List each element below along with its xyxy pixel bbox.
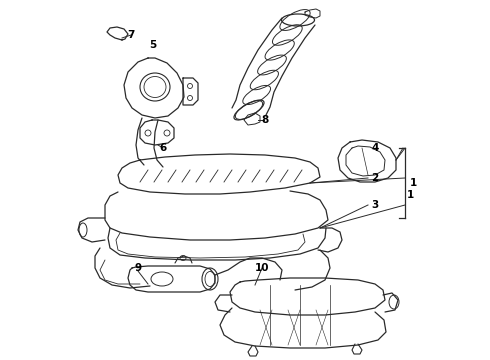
Text: 7: 7: [127, 30, 135, 40]
Text: 9: 9: [134, 263, 142, 273]
Text: 10: 10: [255, 263, 269, 273]
Text: 4: 4: [371, 143, 379, 153]
Text: 6: 6: [159, 143, 167, 153]
Text: 1: 1: [410, 178, 417, 188]
Text: 2: 2: [371, 173, 379, 183]
Text: 8: 8: [261, 115, 269, 125]
Text: 5: 5: [149, 40, 157, 50]
Text: 3: 3: [371, 200, 379, 210]
Text: 1: 1: [406, 190, 414, 200]
